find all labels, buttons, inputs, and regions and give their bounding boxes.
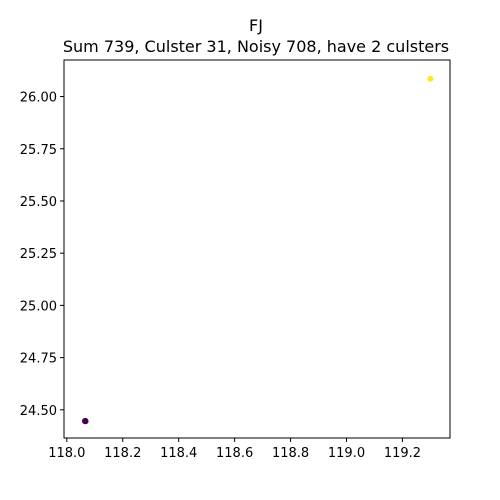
y-tick-label: 25.75	[20, 143, 57, 158]
chart-subtitle: Sum 739, Culster 31, Noisy 708, have 2 c…	[63, 37, 449, 56]
x-tick-label: 118.6	[216, 446, 253, 461]
x-tick-label: 118.0	[48, 446, 85, 461]
plot-frame	[63, 59, 451, 439]
plot-area: 118.0 118.2 118.4 118.6 118.8 119.0 119.2 24.50…	[20, 59, 451, 461]
x-tick-label: 119.0	[328, 446, 365, 461]
data-point-series-0	[82, 418, 89, 425]
data-point-series-1	[427, 75, 434, 82]
y-tick-label: 25.50	[20, 195, 57, 210]
y-tick-label: 24.75	[20, 352, 57, 367]
y-tick-label: 25.00	[20, 299, 57, 314]
y-tick-label: 25.25	[20, 247, 57, 262]
x-tick-label: 119.2	[384, 446, 421, 461]
x-tick-label: 118.2	[104, 446, 141, 461]
chart-title: FJ	[249, 16, 263, 35]
x-tick-label: 118.8	[272, 446, 309, 461]
y-tick-label: 24.50	[20, 404, 57, 419]
x-tick-label: 118.4	[160, 446, 197, 461]
y-tick-label: 26.00	[20, 91, 57, 106]
